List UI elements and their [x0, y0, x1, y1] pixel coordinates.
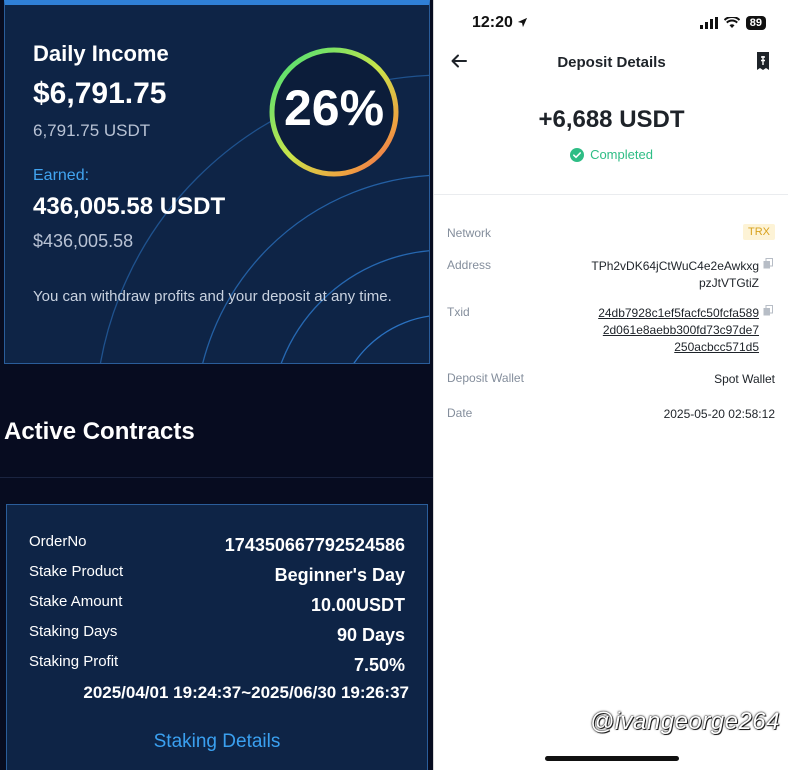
address-line: TPh2vDK64jCtWuC4e2eAwkxg	[591, 259, 759, 273]
copy-address-icon[interactable]	[763, 258, 773, 269]
active-contracts-title: Active Contracts	[4, 418, 195, 445]
deposit-details-panel: 12:20 89 Deposit Details +6,688 USDT Com…	[433, 0, 788, 770]
contract-card: OrderNo 174350667792524586 Stake Product…	[6, 504, 428, 770]
txid-line[interactable]: 24db7928c1ef5facfc50fcfa589	[598, 306, 759, 320]
contract-row-value: 10.00USDT	[310, 595, 405, 615]
contract-row-value: Beginner's Day	[274, 565, 405, 585]
status-text: Completed	[590, 147, 653, 162]
txid-line[interactable]: 250acbcc571d5	[674, 340, 759, 354]
detail-label: Address	[447, 258, 492, 272]
contract-row-staking-profit: Staking Profit 7.50%	[29, 653, 405, 681]
staking-details-link[interactable]: Staking Details	[153, 731, 281, 752]
detail-value: Spot Wallet	[714, 372, 775, 386]
contract-row-value: 90 Days	[336, 625, 405, 645]
back-arrow-icon[interactable]	[448, 50, 470, 72]
percent-value: 26%	[283, 80, 385, 136]
contract-row-label: Staking Profit	[29, 653, 119, 670]
status-bar-icons: 89	[699, 15, 766, 31]
contract-row-label: Stake Amount	[29, 593, 123, 610]
contract-row-label: Stake Product	[29, 563, 124, 580]
detail-label: Date	[447, 406, 473, 420]
staking-app-panel: Daily Income $6,791.75 6,791.75 USDT Ear…	[0, 0, 433, 770]
status-time-text: 12:20	[472, 14, 513, 31]
txid-value[interactable]: 24db7928c1ef5facfc50fcfa589 2d061e8aebb3…	[598, 305, 759, 356]
earned-label: Earned:	[33, 167, 90, 184]
earned-usdt: 436,005.58 USDT	[33, 193, 226, 220]
address-value[interactable]: TPh2vDK64jCtWuC4e2eAwkxg pzJtVTGtiZ	[591, 258, 759, 292]
contract-row-value: 174350667792524586	[224, 535, 405, 555]
contract-row-label: Staking Days	[29, 623, 118, 640]
network-badge: TRX	[743, 224, 775, 240]
daily-income-usd: $6,791.75	[33, 77, 167, 110]
daily-income-usdt: 6,791.75 USDT	[33, 121, 151, 140]
watermark-text: @ivangeorge264	[589, 708, 780, 735]
detail-label: Deposit Wallet	[447, 371, 524, 385]
detail-label: Network	[447, 226, 492, 240]
battery-icon: 89	[745, 16, 766, 30]
detail-value: 2025-05-20 02:58:12	[663, 407, 775, 421]
header-divider	[434, 194, 788, 195]
location-arrow-icon	[518, 17, 528, 28]
deposit-amount: +6,688 USDT	[538, 106, 685, 133]
check-circle-icon	[570, 147, 585, 162]
page-title: Deposit Details	[557, 54, 666, 71]
status-badge: Completed	[434, 147, 788, 162]
contract-row-order-no: OrderNo 174350667792524586	[29, 533, 405, 561]
earned-usd: $436,005.58	[33, 231, 134, 251]
contract-row-label: OrderNo	[29, 533, 87, 550]
wifi-icon	[723, 17, 740, 28]
copy-txid-icon[interactable]	[763, 305, 773, 316]
daily-income-card: Daily Income $6,791.75 6,791.75 USDT Ear…	[4, 0, 430, 364]
cellular-signal-icon	[699, 17, 718, 29]
percent-ring	[269, 47, 399, 177]
txid-line[interactable]: 2d061e8aebb300fd73c97de7	[602, 323, 759, 337]
contract-period: 2025/04/01 19:24:37~2025/06/30 19:26:37	[83, 683, 409, 702]
status-bar-time: 12:20	[472, 14, 528, 32]
contract-row-value: 7.50%	[353, 655, 405, 675]
contract-row-staking-days: Staking Days 90 Days	[29, 623, 405, 651]
detail-label: Txid	[447, 305, 470, 319]
daily-income-title: Daily Income	[33, 41, 169, 66]
contract-row-stake-product: Stake Product Beginner's Day	[29, 563, 405, 591]
section-divider	[0, 477, 433, 478]
address-line: pzJtVTGtiZ	[698, 276, 759, 290]
withdraw-note: You can withdraw profits and your deposi…	[33, 288, 392, 305]
contract-row-stake-amount: Stake Amount 10.00USDT	[29, 593, 405, 621]
home-indicator	[545, 756, 679, 761]
receipt-icon[interactable]	[754, 51, 772, 71]
